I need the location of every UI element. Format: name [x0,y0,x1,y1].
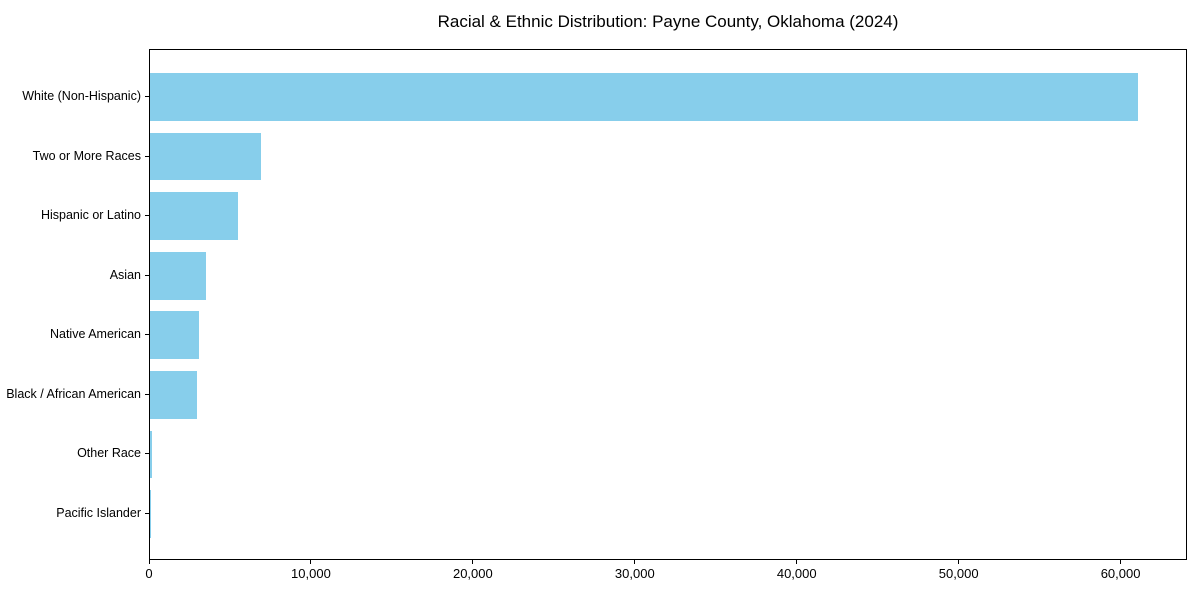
y-tick-mark [145,393,149,395]
y-tick-mark [145,215,149,217]
chart-title: Racial & Ethnic Distribution: Payne Coun… [437,12,899,31]
y-tick-label: Pacific Islander [56,505,141,520]
bar [150,73,1138,121]
y-tick-mark [145,512,149,514]
bar [150,251,206,300]
bar [150,371,198,419]
y-tick-label: Native American [49,327,141,342]
bar [150,132,262,181]
y-tick-mark [145,96,149,98]
y-tick-label: Asian [109,267,141,282]
bar [150,311,200,360]
x-tick-mark [472,560,474,564]
x-tick-label: 40,000 [776,566,817,581]
x-tick-label: 0 [145,566,153,581]
y-tick-mark [145,334,149,336]
y-tick-label: White (Non-Hispanic) [22,89,141,104]
x-tick-mark [1120,560,1122,564]
x-tick-mark [958,560,960,564]
x-tick-mark [634,560,636,564]
bar [150,192,239,240]
x-tick-label: 10,000 [291,566,331,581]
x-tick-mark [310,560,312,564]
y-tick-label: Black / African American [6,386,141,401]
x-tick-label: 50,000 [938,566,979,581]
x-tick-mark [796,560,798,564]
y-tick-mark [145,453,149,455]
y-tick-label: Other Race [77,446,141,461]
x-tick-mark [148,560,150,564]
bar [150,430,153,479]
bar [150,490,151,538]
y-tick-mark [145,155,149,157]
x-tick-label: 60,000 [1100,566,1141,581]
y-tick-mark [145,274,149,276]
y-tick-label: Two or More Races [32,148,141,163]
y-tick-label: Hispanic or Latino [40,208,141,223]
x-tick-label: 30,000 [614,566,655,581]
plot-area [149,49,1187,560]
x-tick-label: 20,000 [452,566,493,581]
